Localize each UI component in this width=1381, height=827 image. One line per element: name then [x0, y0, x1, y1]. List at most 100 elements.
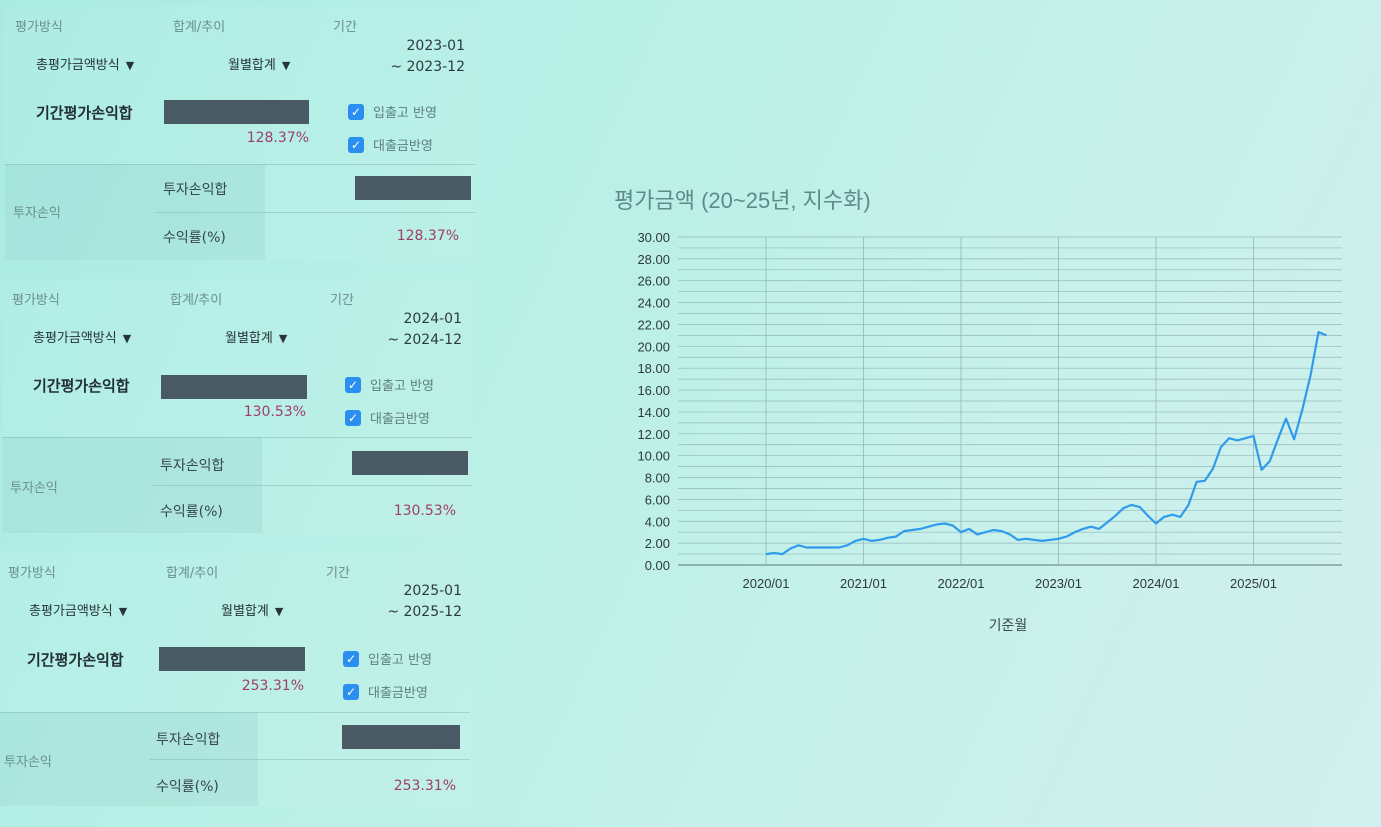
investment-pnl-label: 투자손익: [13, 206, 61, 221]
chart-grid: [678, 236, 1342, 566]
redacted-value: [159, 647, 305, 671]
x-axis-ticks: 2020/01 2021/01 2022/01 2023/01 2024/01 2025/…: [743, 576, 1278, 591]
loan-label: 대출금반영: [368, 686, 428, 701]
valuation-line-chart: 평가금액 (20~25년, 지수화) 0.00 2.00 4.00 6.00 8.00 1…: [614, 188, 1342, 633]
y-tick-label: 20.00: [637, 339, 670, 354]
divider: [152, 485, 472, 486]
investment-section: [2, 437, 262, 533]
method-dropdown-value: 총평가금액방식: [36, 58, 120, 73]
period-pnl-pct: 130.53%: [243, 404, 306, 420]
chevron-down-icon: ▼: [281, 59, 291, 72]
y-tick-label: 6.00: [645, 492, 670, 507]
sum-dropdown-value: 월별합계: [225, 331, 273, 346]
investment-section: [0, 712, 258, 806]
inout-checkbox[interactable]: ✓ 입출고 반영: [345, 375, 434, 394]
method-dropdown[interactable]: 총평가금액방식 ▼: [33, 327, 131, 346]
y-tick-label: 30.00: [637, 230, 670, 245]
chevron-down-icon: ▼: [118, 605, 128, 618]
y-tick-label: 0.00: [645, 558, 670, 573]
y-tick-label: 18.00: [637, 361, 670, 376]
summary-panel-2025: 평가방식 합계/추이 기간 총평가금액방식 ▼ 월별합계 ▼ 2025-01 ~ 20…: [0, 552, 470, 807]
loan-label: 대출금반영: [370, 412, 430, 427]
y-tick-label: 8.00: [645, 471, 670, 486]
summary-panel-2023: 평가방식 합계/추이 기간 총평가금액방식 ▼ 월별합계 ▼ 2023-01 ~ 20…: [5, 6, 475, 261]
period-end: ~ 2024-12: [387, 332, 462, 348]
divider: [150, 759, 470, 760]
loan-checkbox[interactable]: ✓ 대출금반영: [345, 408, 430, 427]
y-tick-label: 16.00: [637, 383, 670, 398]
y-tick-label: 2.00: [645, 536, 670, 551]
loan-checkbox[interactable]: ✓ 대출금반영: [343, 682, 428, 701]
sum-dropdown-value: 월별합계: [228, 58, 276, 73]
method-dropdown[interactable]: 총평가금액방식 ▼: [29, 600, 127, 619]
investment-pnl-sum-label: 투자손익합: [163, 182, 228, 198]
method-dropdown[interactable]: 총평가금액방식 ▼: [36, 54, 134, 73]
inout-checkbox[interactable]: ✓ 입출고 반영: [343, 649, 432, 668]
return-rate-value: 128.37%: [396, 228, 459, 244]
y-axis-ticks: 0.00 2.00 4.00 6.00 8.00 10.00 12.00 14.00 16.00…: [637, 230, 670, 573]
check-icon: ✓: [343, 650, 359, 667]
y-tick-label: 12.00: [637, 427, 670, 442]
chart-title: 평가금액 (20~25년, 지수화): [614, 188, 871, 213]
chevron-down-icon: ▼: [125, 59, 135, 72]
panel-background: [5, 6, 475, 261]
period-pnl-label: 기간평가손익합: [33, 377, 130, 395]
y-tick-label: 4.00: [645, 514, 670, 529]
period-label: 기간: [330, 293, 354, 308]
period-pnl-pct: 253.31%: [241, 678, 304, 694]
return-rate-label: 수익률(%): [163, 230, 226, 246]
divider: [5, 164, 475, 165]
redacted-value: [161, 375, 307, 399]
sum-dropdown[interactable]: 월별합계 ▼: [225, 327, 287, 346]
chart-series: [765, 331, 1328, 556]
period-pnl-label: 기간평가손익합: [27, 651, 124, 669]
divider: [2, 437, 472, 438]
y-tick-label: 14.00: [637, 405, 670, 420]
investment-pnl-sum-label: 투자손익합: [156, 732, 221, 748]
return-rate-value: 130.53%: [393, 503, 456, 519]
inout-checkbox[interactable]: ✓ 입출고 반영: [348, 102, 437, 121]
inout-label: 입출고 반영: [370, 379, 434, 394]
loan-label: 대출금반영: [373, 139, 433, 154]
chevron-down-icon: ▼: [278, 332, 288, 345]
y-tick-label: 10.00: [637, 449, 670, 464]
series-line: [765, 331, 1328, 556]
chevron-down-icon: ▼: [122, 332, 132, 345]
x-tick-label: 2024/01: [1133, 576, 1180, 591]
sum-dropdown[interactable]: 월별합계 ▼: [228, 54, 290, 73]
sum-trend-label: 합계/추이: [170, 293, 223, 308]
method-label: 평가방식: [8, 566, 56, 581]
investment-pnl-sum-label: 투자손익합: [160, 458, 225, 474]
y-tick-label: 26.00: [637, 274, 670, 289]
period-start: 2024-01: [403, 311, 463, 327]
sum-trend-label: 합계/추이: [166, 566, 219, 581]
y-tick-label: 28.00: [637, 252, 670, 267]
period-pnl-label: 기간평가손익합: [36, 104, 133, 122]
period-label: 기간: [333, 20, 357, 35]
check-icon: ✓: [345, 409, 361, 426]
sum-dropdown[interactable]: 월별합계 ▼: [221, 600, 283, 619]
return-rate-label: 수익률(%): [156, 779, 219, 795]
panel-background: [2, 279, 472, 534]
period-pnl-pct: 128.37%: [246, 130, 309, 146]
redacted-value: [352, 451, 468, 475]
method-label: 평가방식: [15, 20, 63, 35]
sum-trend-label: 합계/추이: [173, 20, 226, 35]
check-icon: ✓: [343, 683, 359, 700]
redacted-value: [164, 100, 309, 124]
chevron-down-icon: ▼: [274, 605, 284, 618]
method-label: 평가방식: [12, 293, 60, 308]
sum-dropdown-value: 월별합계: [221, 604, 269, 619]
period-range: 2023-01 ~ 2023-12: [345, 36, 465, 78]
inout-label: 입출고 반영: [368, 653, 432, 668]
investment-pnl-label: 투자손익: [10, 481, 58, 496]
x-tick-label: 2022/01: [938, 576, 985, 591]
redacted-value: [342, 725, 460, 749]
redacted-value: [355, 176, 471, 200]
summary-panel-2024: 평가방식 합계/추이 기간 총평가금액방식 ▼ 월별합계 ▼ 2024-01 ~ 20…: [2, 279, 472, 534]
loan-checkbox[interactable]: ✓ 대출금반영: [348, 135, 433, 154]
x-tick-label: 2021/01: [840, 576, 887, 591]
panel-background: [0, 552, 470, 807]
period-range: 2024-01 ~ 2024-12: [342, 309, 462, 351]
period-label: 기간: [326, 566, 350, 581]
